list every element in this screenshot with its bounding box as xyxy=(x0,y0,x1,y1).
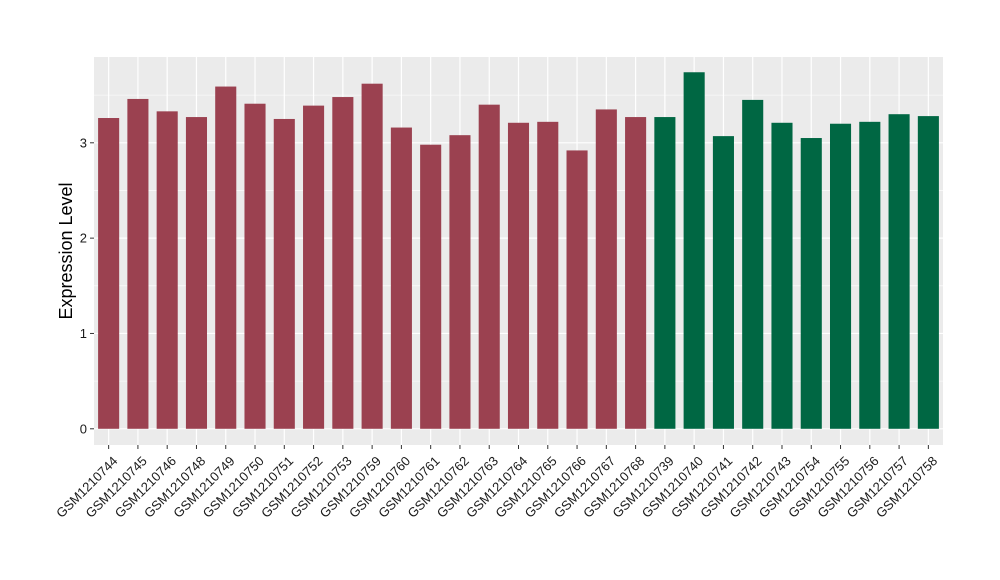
bar-GSM1210739 xyxy=(654,117,676,429)
bar-GSM1210760 xyxy=(390,127,412,429)
bar-GSM1210750 xyxy=(244,103,266,429)
bar-GSM1210740 xyxy=(683,72,705,429)
y-axis: 0 1 2 3 xyxy=(80,135,94,436)
y-tick-label: 2 xyxy=(80,231,87,246)
bar-GSM1210763 xyxy=(478,104,500,429)
bar-GSM1210749 xyxy=(215,86,237,429)
bar-GSM1210753 xyxy=(332,97,354,429)
bar-GSM1210766 xyxy=(566,150,588,429)
bar-GSM1210741 xyxy=(712,136,734,429)
x-axis: GSM1210744GSM1210745GSM1210746GSM1210748… xyxy=(53,445,940,521)
bar-GSM1210755 xyxy=(829,123,852,429)
bar-GSM1210768 xyxy=(625,117,647,429)
bar-GSM1210762 xyxy=(449,135,471,429)
bar-GSM1210754 xyxy=(800,138,822,429)
bar-GSM1210752 xyxy=(303,105,325,429)
bar-GSM1210761 xyxy=(420,144,442,429)
bar-GSM1210744 xyxy=(98,118,120,429)
bar-GSM1210759 xyxy=(361,83,383,429)
bar-GSM1210758 xyxy=(917,116,939,429)
y-axis-title: Expression Level xyxy=(56,182,76,319)
bar-GSM1210757 xyxy=(888,114,910,429)
bar-GSM1210745 xyxy=(127,98,149,429)
bar-GSM1210765 xyxy=(537,121,559,429)
bar-GSM1210742 xyxy=(742,99,764,429)
bar-GSM1210756 xyxy=(859,121,881,429)
bar-GSM1210746 xyxy=(156,111,178,429)
bars xyxy=(98,72,939,429)
bar-GSM1210767 xyxy=(595,109,617,429)
bar-GSM1210748 xyxy=(185,117,208,429)
y-tick-label: 3 xyxy=(80,135,87,150)
y-tick-label: 1 xyxy=(80,326,87,341)
y-tick-label: 0 xyxy=(80,421,87,436)
bar-GSM1210743 xyxy=(771,122,793,429)
bar-GSM1210751 xyxy=(273,118,295,429)
bar-GSM1210764 xyxy=(507,122,530,429)
